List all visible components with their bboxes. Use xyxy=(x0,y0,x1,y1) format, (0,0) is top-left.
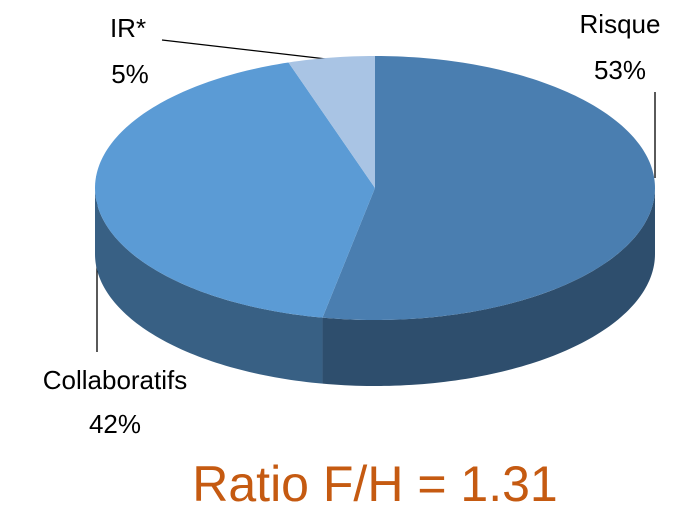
pie-slice xyxy=(95,62,375,318)
pie-side xyxy=(322,188,655,386)
leader-line xyxy=(161,39,336,61)
pie-slice xyxy=(288,56,375,188)
pie-side xyxy=(95,188,323,384)
pie-slice xyxy=(322,56,655,320)
slice-value: 53% xyxy=(594,55,646,85)
slice-label: IR* xyxy=(110,13,146,43)
slice-label: Collaboratifs xyxy=(43,365,188,395)
slice-value: 42% xyxy=(89,409,141,439)
slice-value: 5% xyxy=(111,59,149,89)
slice-label: Risque xyxy=(580,9,661,39)
annotation: Ratio F/H = 1.31 xyxy=(192,456,557,511)
